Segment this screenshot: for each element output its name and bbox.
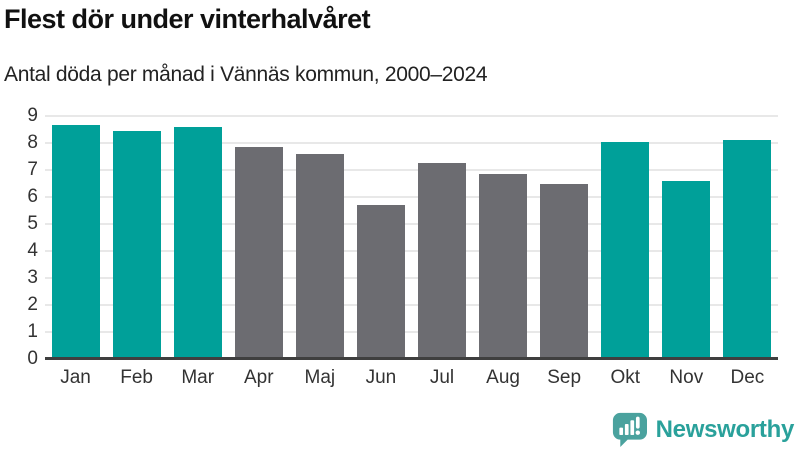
bar-dec xyxy=(723,140,772,359)
bar-apr xyxy=(234,147,283,359)
gridline-2 xyxy=(45,304,778,307)
chart-title: Flest dör under vinterhalvåret xyxy=(4,4,371,34)
y-tick-label-8: 8 xyxy=(27,132,38,153)
y-tick-label-4: 4 xyxy=(27,240,38,261)
x-tick-label-jan: Jan xyxy=(60,367,91,388)
gridline-8 xyxy=(45,142,778,145)
bar-jun xyxy=(356,205,405,359)
bar-band-nov xyxy=(656,116,717,359)
gridlines xyxy=(45,115,778,359)
y-tick-label-1: 1 xyxy=(27,321,38,342)
plot-area xyxy=(45,115,778,360)
x-tick-label-sep: Sep xyxy=(547,367,582,388)
bars xyxy=(45,116,778,359)
x-tick-label-maj: Maj xyxy=(304,367,336,388)
bar-band-jan xyxy=(45,116,106,359)
y-tick-label-3: 3 xyxy=(27,267,38,288)
brand-name: Newsworthy xyxy=(655,415,795,443)
y-axis-labels: 0 1 2 3 4 5 6 7 8 9 xyxy=(0,105,38,369)
gridline-9 xyxy=(45,115,778,117)
x-tick-label-jul: Jul xyxy=(429,367,455,388)
gridline-4 xyxy=(45,250,778,253)
bar-jul xyxy=(418,163,466,359)
bar-band-jun xyxy=(350,116,411,359)
y-tick-label-2: 2 xyxy=(27,294,38,315)
y-tick-label-9: 9 xyxy=(27,105,38,126)
x-axis-labels: Jan Feb Mar Apr Maj Jun Jul Aug Sep Okt Nov Dec xyxy=(45,367,778,389)
gridline-5 xyxy=(45,223,778,225)
y-tick-label-5: 5 xyxy=(27,213,38,234)
bar-aug xyxy=(479,174,528,359)
gridline-1 xyxy=(45,331,778,334)
x-tick-label-feb: Feb xyxy=(120,367,153,388)
x-tick-label-jun: Jun xyxy=(365,367,397,388)
x-tick-label-okt: Okt xyxy=(610,367,641,388)
y-tick-label-6: 6 xyxy=(27,186,38,207)
x-tick-label-apr: Apr xyxy=(243,367,274,388)
bar-sep xyxy=(540,183,589,359)
brand-footer: Newsworthy xyxy=(611,412,794,447)
x-tick-label-dec: Dec xyxy=(730,367,765,388)
x-axis-line xyxy=(45,357,778,360)
bar-band-apr xyxy=(228,116,289,359)
bar-band-aug xyxy=(473,116,534,359)
bar-band-sep xyxy=(534,116,595,359)
y-tick-label-7: 7 xyxy=(27,159,38,180)
bar-okt xyxy=(601,141,650,359)
bar-jan xyxy=(51,125,100,359)
bar-band-maj xyxy=(289,116,350,359)
x-tick-label-aug: Aug xyxy=(486,367,520,388)
bar-band-feb xyxy=(106,116,167,359)
y-tick-label-0: 0 xyxy=(27,348,38,369)
x-tick-label-nov: Nov xyxy=(669,367,704,388)
gridline-7 xyxy=(45,169,778,171)
newsworthy-logo-icon xyxy=(612,412,647,447)
gridline-3 xyxy=(45,277,778,280)
bar-mar xyxy=(173,126,222,359)
bar-nov xyxy=(662,180,711,359)
x-tick-label-mar: Mar xyxy=(181,367,215,388)
bar-band-okt xyxy=(595,116,656,359)
chart-subtitle: Antal döda per månad i Vännäs kommun, 20… xyxy=(4,63,488,86)
bar-band-dec xyxy=(717,116,778,359)
bar-band-jul xyxy=(411,116,472,359)
bar-maj xyxy=(295,153,344,359)
gridline-6 xyxy=(45,196,778,199)
bar-feb xyxy=(112,130,161,359)
bar-band-mar xyxy=(167,116,228,359)
